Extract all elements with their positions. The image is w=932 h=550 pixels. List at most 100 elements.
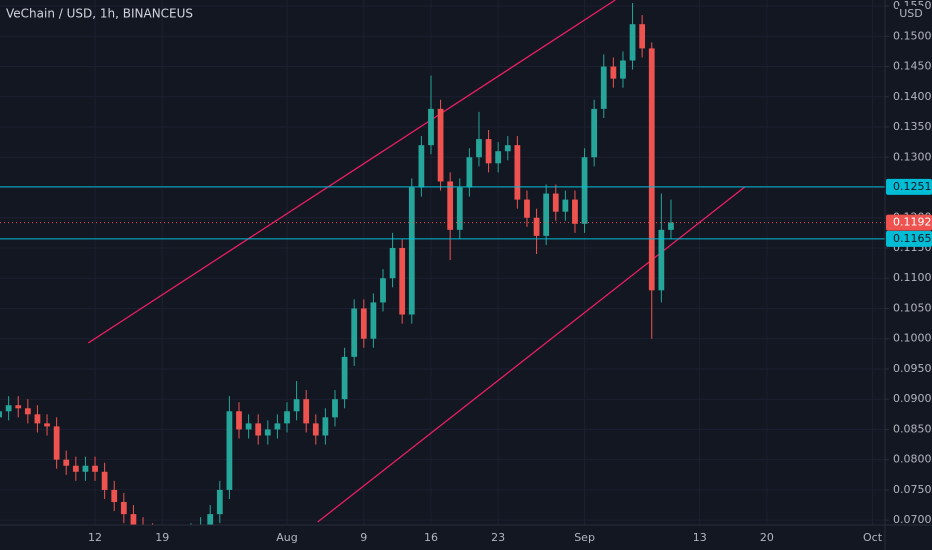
candle-body <box>639 24 646 49</box>
candle-body <box>82 465 89 472</box>
candle-body <box>130 514 137 525</box>
x-tick-label: 13 <box>693 531 707 544</box>
trend-line <box>317 186 746 523</box>
candle-body <box>648 48 655 291</box>
y-tick-label: 0.1500 <box>893 29 932 42</box>
candle-body <box>562 199 569 212</box>
candle-body <box>216 489 223 515</box>
y-tick-label: 0.0850 <box>893 422 932 435</box>
candle-body <box>284 411 290 424</box>
x-tick-label: 16 <box>424 531 438 544</box>
x-tick-label: 23 <box>491 531 505 544</box>
candle-body <box>408 187 415 315</box>
candle-body <box>600 66 607 109</box>
y-tick-label: 0.1100 <box>893 271 932 284</box>
candle-body <box>485 139 492 164</box>
y-tick-label: 0.1400 <box>893 90 932 103</box>
candle-body <box>120 502 127 515</box>
candle-body <box>226 411 233 490</box>
candle-body <box>332 399 338 418</box>
candle-body <box>514 145 521 200</box>
candle-body <box>24 408 31 415</box>
candle-body <box>428 108 434 146</box>
candle-body <box>312 423 319 436</box>
candle-body <box>63 459 70 466</box>
candle-body <box>245 423 252 430</box>
candle-body <box>351 308 358 357</box>
candle-body <box>456 187 463 230</box>
candle-body <box>322 417 329 436</box>
x-tick-label: 20 <box>760 531 774 544</box>
candle-body <box>303 399 310 424</box>
candle-body <box>495 151 502 164</box>
candle-body <box>668 222 674 230</box>
candle-body <box>92 465 98 472</box>
candle-body <box>293 399 300 412</box>
price-label: 0.1192 <box>893 216 932 229</box>
candle-body <box>101 471 108 490</box>
candle-body <box>44 423 50 427</box>
y-tick-label: 0.0750 <box>893 483 932 496</box>
y-tick-label: 0.0900 <box>893 392 932 405</box>
axes: 0.0700 0.0750 0.0800 0.0850 0.0900 0.0950 0.10… <box>88 0 932 544</box>
candle-body <box>620 60 626 79</box>
y-tick-label: 0.1000 <box>893 332 932 345</box>
currency-box <box>898 6 924 21</box>
x-tick-label: Oct <box>863 531 883 544</box>
candle-body <box>0 411 2 418</box>
candle-body <box>5 405 12 412</box>
plot-area <box>0 0 885 525</box>
candle-body <box>236 411 242 430</box>
candle-body <box>504 145 511 152</box>
candle-body <box>274 423 281 430</box>
candle-body <box>15 405 22 409</box>
x-tick-label: 12 <box>88 531 102 544</box>
candle-body <box>264 429 271 436</box>
candle-body <box>552 193 559 212</box>
candle-body <box>437 108 444 182</box>
candle-body <box>533 217 540 236</box>
candle-body <box>581 157 588 224</box>
price-label-box <box>886 178 932 195</box>
candle-body <box>380 278 386 303</box>
candle-body <box>658 229 665 291</box>
y-tick-label: 0.1450 <box>893 60 932 73</box>
y-tick-label: 0.0950 <box>893 362 932 375</box>
x-tick-label: 19 <box>155 531 169 544</box>
candle-body <box>466 157 473 188</box>
x-tick-label: Aug <box>276 531 297 544</box>
candle-body <box>629 24 636 61</box>
price-label: 0.1165 <box>893 232 932 245</box>
chart-title: VeChain / USD, 1h, BINANCEUS <box>6 7 193 21</box>
price-label-box <box>886 230 932 247</box>
currency: USD <box>899 7 923 20</box>
price-label-box <box>886 214 932 231</box>
candle-body <box>370 302 377 339</box>
candle-body <box>572 199 578 224</box>
candle-body <box>111 489 118 503</box>
candle-body <box>591 108 598 158</box>
candle-body <box>447 181 454 230</box>
candle-body <box>53 426 60 460</box>
candle-body <box>360 308 367 339</box>
candle-body <box>34 414 41 424</box>
candle-body <box>72 465 79 472</box>
trend-line <box>87 0 616 344</box>
x-tick-label: 9 <box>360 531 367 544</box>
candle-body <box>399 247 406 315</box>
candle-body <box>207 514 214 525</box>
candle-body <box>543 193 550 236</box>
candle-body <box>476 139 482 158</box>
candle-body <box>418 145 425 188</box>
candle-body <box>389 247 396 279</box>
y-tick-label: 0.1300 <box>893 150 932 163</box>
y-tick-label: 0.0700 <box>893 513 932 526</box>
candle-body <box>341 356 348 400</box>
y-tick-label: 0.0800 <box>893 453 932 466</box>
y-tick-label: 0.1050 <box>893 301 932 314</box>
x-tick-label: Sep <box>574 531 595 544</box>
candle-body <box>610 66 617 79</box>
